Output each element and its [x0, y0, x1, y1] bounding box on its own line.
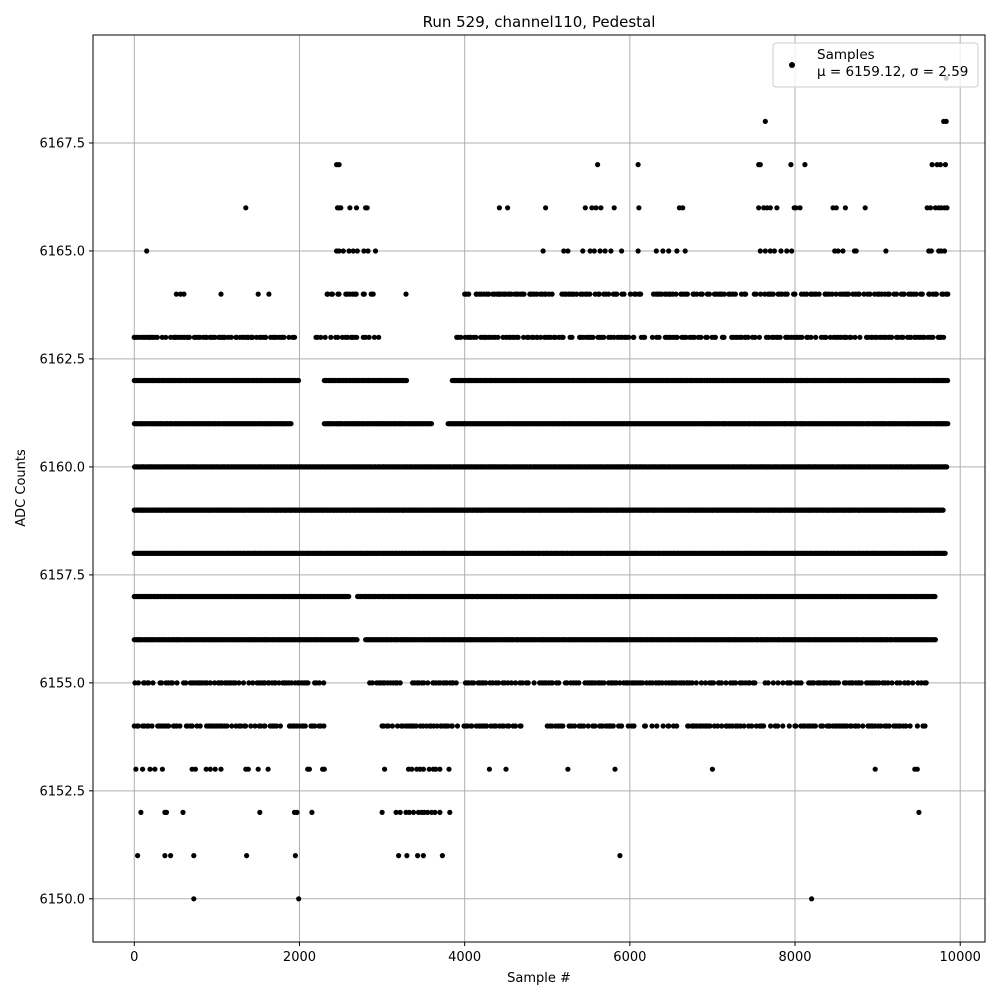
data-point	[942, 550, 948, 556]
data-point	[403, 377, 410, 384]
data-points	[131, 75, 951, 902]
data-point	[944, 464, 950, 470]
data-point	[346, 593, 352, 600]
data-point	[932, 593, 938, 600]
data-point	[940, 507, 946, 513]
data-point	[428, 421, 435, 427]
data-point	[945, 421, 951, 427]
data-point	[288, 421, 294, 427]
data-point	[945, 377, 951, 384]
data-point	[295, 377, 302, 384]
